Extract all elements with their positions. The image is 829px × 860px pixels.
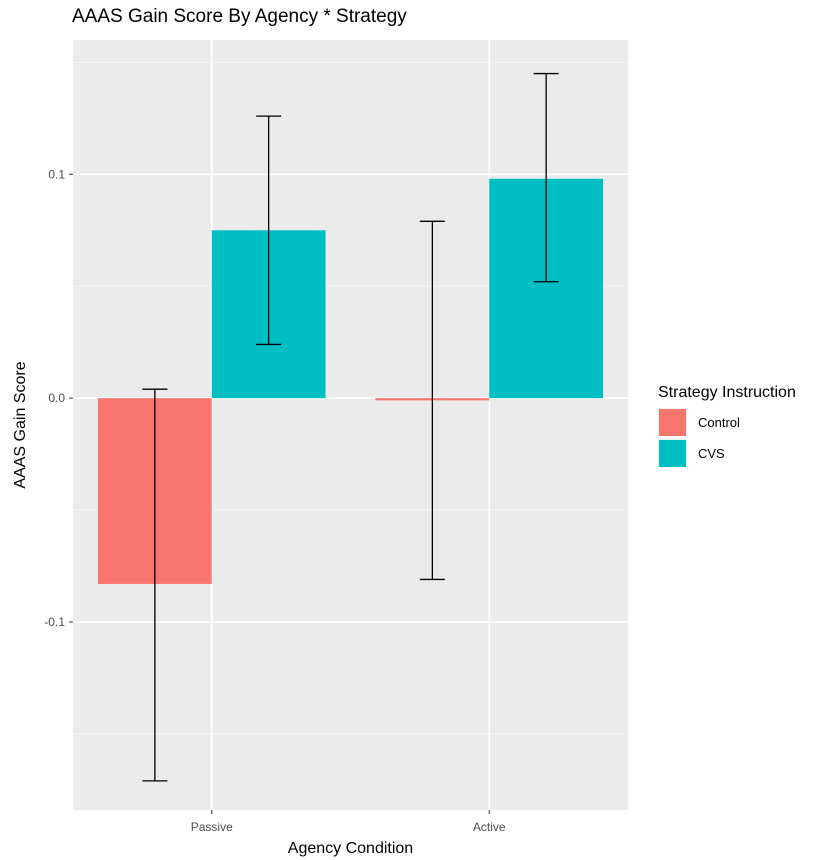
legend-swatch-control xyxy=(659,409,686,436)
y-axis-title: AAAS Gain Score xyxy=(12,361,29,488)
legend-swatch-cvs xyxy=(659,440,686,467)
legend-label-control: Control xyxy=(698,415,740,430)
legend-label-cvs: CVS xyxy=(698,446,725,461)
error-bars xyxy=(142,72,559,782)
legend: Strategy Instruction Control CVS xyxy=(658,384,796,468)
x-axis-ticks: Passive Active xyxy=(191,810,506,834)
y-tick-label: -0.1 xyxy=(44,615,65,629)
y-tick-label: 0.0 xyxy=(48,391,65,405)
y-tick-label: 0.1 xyxy=(48,167,65,181)
legend-title: Strategy Instruction xyxy=(658,384,796,401)
chart-title: AAAS Gain Score By Agency * Strategy xyxy=(72,6,407,27)
y-axis-ticks: -0.1 0.0 0.1 xyxy=(44,167,73,629)
x-tick-label: Active xyxy=(473,820,506,834)
x-tick-label: Passive xyxy=(191,820,233,834)
x-axis-title: Agency Condition xyxy=(288,840,413,857)
